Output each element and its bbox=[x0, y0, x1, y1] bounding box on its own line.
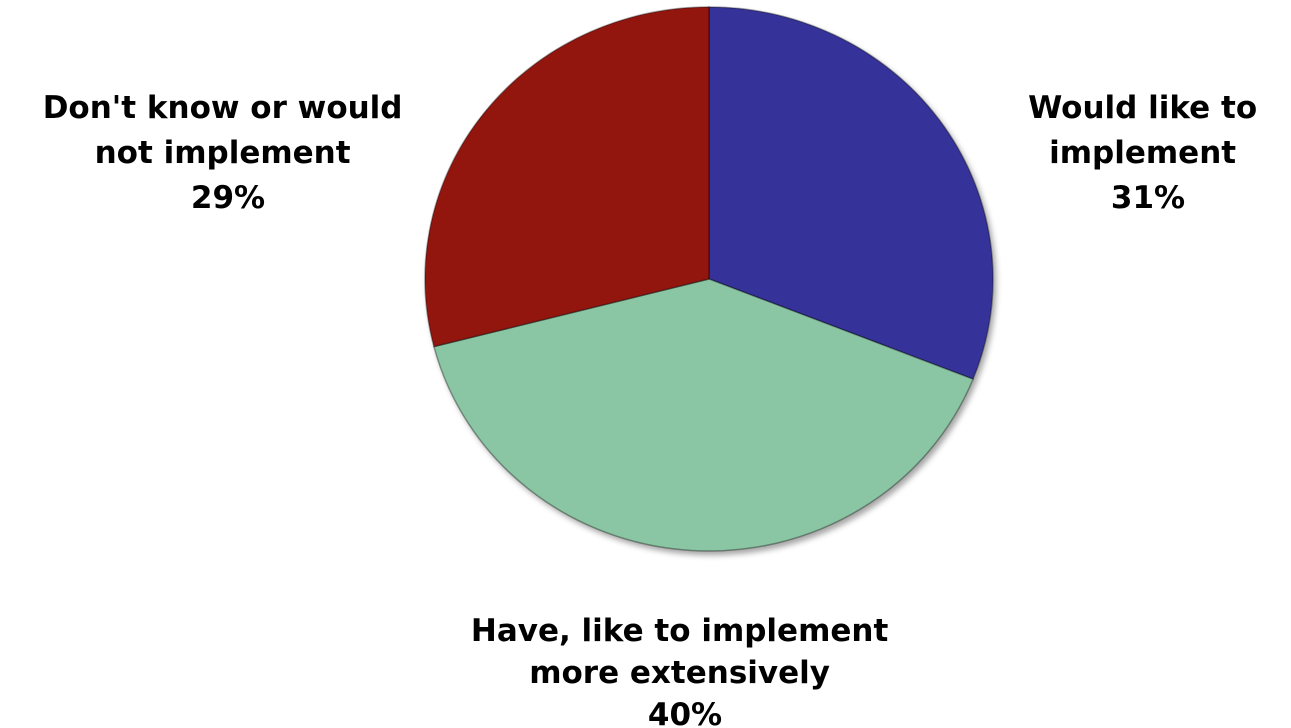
label-line-1: Would like to bbox=[1028, 90, 1257, 126]
label-line-2: implement bbox=[1049, 135, 1236, 171]
label-have-like-to-implement-more: Have, like to implement more extensively… bbox=[471, 613, 899, 728]
label-line-1: Have, like to implement bbox=[471, 613, 889, 649]
label-dont-know-or-would-not-implement: Don't know or would not implement 29% bbox=[43, 90, 414, 216]
label-line-2: not implement bbox=[95, 135, 351, 171]
label-line-1: Don't know or would bbox=[43, 90, 403, 126]
slice-would-like-to-implement bbox=[708, 6, 994, 381]
label-percent: 29% bbox=[191, 180, 265, 216]
pie-slices bbox=[424, 6, 994, 552]
label-line-2: more extensively bbox=[529, 655, 830, 691]
slice-dont-know-or-would-not-implement bbox=[424, 6, 710, 348]
slice-have-like-to-implement-more bbox=[432, 278, 975, 552]
label-would-like-to-implement: Would like to implement 31% bbox=[1028, 90, 1268, 216]
label-percent: 31% bbox=[1111, 180, 1185, 216]
label-percent: 40% bbox=[648, 697, 722, 728]
